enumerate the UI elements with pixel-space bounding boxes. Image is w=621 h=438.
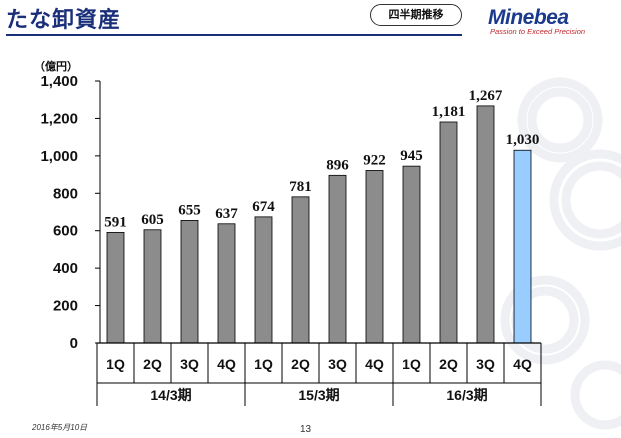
bar-value-label: 655 xyxy=(178,202,201,218)
background-decoration xyxy=(500,77,621,430)
bar-value-label: 591 xyxy=(104,214,127,230)
decor-ring xyxy=(570,360,621,430)
fiscal-year-label: 16/3期 xyxy=(446,387,487,403)
page-number: 13 xyxy=(300,424,312,435)
decor-ring xyxy=(527,87,593,153)
bar-value-label: 896 xyxy=(326,157,349,173)
fiscal-year-label: 15/3期 xyxy=(298,387,339,403)
bar-value-label: 605 xyxy=(141,212,164,228)
decor-ring xyxy=(549,149,621,251)
bar-value-label: 922 xyxy=(363,152,386,168)
brand-tagline: Passion to Exceed Precision xyxy=(490,27,586,36)
page-title: たな卸資産 xyxy=(6,8,122,33)
period-badge: 四半期推移 xyxy=(370,4,462,26)
x-tick-label: 2Q xyxy=(439,356,458,372)
unit-label: （億円） xyxy=(34,60,78,73)
bar xyxy=(328,174,347,344)
x-tick-label: 4Q xyxy=(217,356,236,372)
x-tick-label: 1Q xyxy=(254,356,273,372)
title-underline xyxy=(6,34,462,36)
x-tick-label: 4Q xyxy=(365,356,384,372)
bar-value-label: 781 xyxy=(289,179,312,195)
bar xyxy=(476,105,495,344)
chart-axes: 0 200 400 600 800 1,000 1,200 1,400 xyxy=(40,73,101,352)
x-tick-label: 1Q xyxy=(106,356,125,372)
y-tick-label: 200 xyxy=(53,298,78,315)
x-tick-label: 3Q xyxy=(180,356,199,372)
bar-value-label: 945 xyxy=(400,148,423,164)
fiscal-year-label: 14/3期 xyxy=(150,387,191,403)
category-axis: 1Q 2Q 3Q 4Q 1Q 2Q 3Q 4Q 1Q 2Q 3Q 4Q 14/3期 15/3期 16/3期 xyxy=(96,342,542,406)
y-tick-label: 600 xyxy=(53,223,78,240)
decor-ring xyxy=(561,161,621,239)
bar-value-label: 674 xyxy=(252,199,275,215)
bar xyxy=(439,121,458,344)
x-tick-label: 4Q xyxy=(513,356,532,372)
x-tick-label: 3Q xyxy=(328,356,347,372)
bar xyxy=(291,196,310,344)
x-tick-label: 2Q xyxy=(143,356,162,372)
bar xyxy=(254,216,273,344)
decor-ring xyxy=(500,275,590,365)
footer-date: 2016年5月10日 xyxy=(32,423,88,432)
y-tick-label: 1,000 xyxy=(40,148,78,165)
x-tick-label: 3Q xyxy=(476,356,495,372)
bar xyxy=(106,231,125,344)
x-tick-label: 1Q xyxy=(402,356,421,372)
bar xyxy=(402,165,421,344)
x-tick-label: 2Q xyxy=(291,356,310,372)
bar-value-label: 1,181 xyxy=(432,104,466,120)
bar xyxy=(513,149,532,344)
y-tick-label: 0 xyxy=(70,335,78,352)
y-tick-label: 1,400 xyxy=(40,73,78,90)
y-tick-label: 1,200 xyxy=(40,110,78,127)
bar-value-label: 1,267 xyxy=(469,88,503,104)
bar xyxy=(217,223,236,344)
y-tick-label: 400 xyxy=(53,260,78,277)
bar-value-label: 1,030 xyxy=(506,132,540,148)
bar xyxy=(180,220,199,344)
y-tick-label: 800 xyxy=(53,185,78,202)
bar-value-label: 637 xyxy=(215,206,238,222)
decor-ring xyxy=(517,77,603,163)
bar xyxy=(365,170,384,344)
bar xyxy=(143,229,162,344)
brand-logo: Minebea xyxy=(488,6,569,29)
